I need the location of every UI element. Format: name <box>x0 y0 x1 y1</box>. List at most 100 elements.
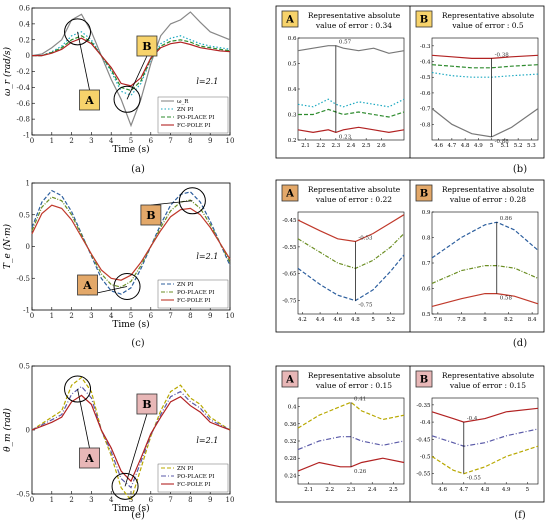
marker-bottom-label: -0.55 <box>467 476 482 482</box>
x-tick-label: 4.8 <box>481 487 490 493</box>
callout-box <box>281 184 299 202</box>
x-tick-label: 5.1 <box>501 143 510 149</box>
y-tick-label: -0.2 <box>17 68 31 76</box>
zoom-subtitle: value of error : 0.5 <box>451 21 524 30</box>
x-tick-label: 9 <box>208 312 212 320</box>
y-tick-label: -0.6 <box>420 91 431 97</box>
legend-entry: ω_R <box>177 99 189 105</box>
zoom-subtitle: value of error : 0.34 <box>315 21 392 30</box>
y-tick-label: -0.75 <box>282 299 297 305</box>
y-tick-label: 0.9 <box>422 210 431 216</box>
zoom-series-2 <box>298 108 405 118</box>
series-line-0 <box>31 189 231 295</box>
callout-box <box>415 370 433 388</box>
y-tick-label: 0.5 <box>422 312 431 318</box>
x-tick-label: 5 <box>129 312 133 320</box>
y-tick-label: 0.5 <box>19 211 30 219</box>
x-tick-label: 1 <box>50 496 54 504</box>
x-tick-label: 5.3 <box>527 143 536 149</box>
parameter-annotation: l=2.1 <box>196 436 218 445</box>
x-tick-label: 7 <box>168 312 172 320</box>
marker-bottom-label: -0.88 <box>495 139 510 145</box>
zoom-series-0 <box>431 54 539 60</box>
zoom-series-2 <box>431 71 539 78</box>
x-tick-label: 4.2 <box>298 317 307 323</box>
x-tick-label: 4 <box>109 137 114 145</box>
x-tick-label: 3 <box>89 496 93 504</box>
x-tick-label: 4.6 <box>333 317 342 323</box>
x-tick-label: 2 <box>69 496 73 504</box>
x-tick-label: 2.5 <box>362 143 371 149</box>
legend-entry: FC-POLE PI <box>177 298 210 304</box>
zoom-subtitle: value of error : 0.22 <box>315 195 392 204</box>
zoom-subtitle: value of error : 0.28 <box>449 195 526 204</box>
callout-letter: A <box>82 279 92 292</box>
zoom-series-0 <box>297 401 405 429</box>
marker-top-label: 0.57 <box>339 40 352 46</box>
x-tick-label: 0 <box>30 312 34 320</box>
x-tick-label: 0 <box>30 496 34 504</box>
x-tick-label: 4.9 <box>474 143 483 149</box>
y-tick-label: -0.45 <box>416 437 431 443</box>
y-tick-label: -0.8 <box>17 116 31 124</box>
zoom-title: Representative absolute <box>442 185 535 194</box>
y-tick-label: 0.7 <box>422 261 431 267</box>
panel-label: (b) <box>513 164 527 175</box>
marker-top-label: -0.38 <box>495 52 510 58</box>
y-tick-label: -0.55 <box>282 245 297 251</box>
zoom-subtitle: value of error : 0.15 <box>315 381 392 390</box>
x-tick-label: 2 <box>69 137 73 145</box>
legend-entry: ZN PI <box>177 282 193 288</box>
x-tick-label: 9 <box>208 496 212 504</box>
callout-letter: B <box>420 15 428 26</box>
x-tick-label: 10 <box>226 137 235 145</box>
legend-box <box>157 279 229 309</box>
x-tick-label: 7.8 <box>457 317 466 323</box>
callout-arrow <box>77 31 90 91</box>
parameter-annotation: l=2.1 <box>196 252 218 261</box>
callout-letter: B <box>142 40 151 53</box>
series-line-2 <box>31 394 231 483</box>
x-tick-label: 2.2 <box>325 487 334 493</box>
y-tick-label: -0.5 <box>420 75 431 81</box>
x-tick-label: 8 <box>188 137 192 145</box>
zoom-series-2 <box>431 445 539 475</box>
callout-letter: B <box>420 375 428 386</box>
zoom-series-2 <box>431 293 539 307</box>
callout-letter: A <box>285 15 294 26</box>
y-tick-label: -0.5 <box>17 275 31 283</box>
parameter-annotation: l=2.1 <box>196 77 218 86</box>
callout-box <box>281 370 299 388</box>
y-tick-label: 1 <box>26 180 30 188</box>
legend-box <box>157 463 229 493</box>
x-tick-label: 2.1 <box>301 143 310 149</box>
x-tick-label: 5 <box>129 496 133 504</box>
x-tick-label: 7 <box>168 496 172 504</box>
series-line-3 <box>32 37 231 87</box>
x-tick-label: 3 <box>89 312 93 320</box>
x-tick-label: 2.1 <box>304 487 313 493</box>
y-tick-label: 0 <box>26 243 30 251</box>
y-tick-label: -0.65 <box>282 272 297 278</box>
x-tick-label: 7 <box>168 137 172 145</box>
panel-label: (c) <box>131 338 145 349</box>
callout-letter: B <box>142 398 151 411</box>
chart-c: 0 1 2 3 4 5 6 7 8 9 10 1 0.5 0 -0.5 -1 Time (s) T_e (N·m)… <box>2 180 234 350</box>
zoom-series-1 <box>431 64 539 69</box>
zoom-circle <box>111 472 139 500</box>
x-tick-label: 8 <box>188 496 192 504</box>
y-axis-label: θ_m (rad) <box>2 408 13 452</box>
x-tick-label: 8 <box>483 317 487 323</box>
y-tick-label: 0.8 <box>422 236 431 242</box>
x-tick-label: 5.2 <box>514 143 523 149</box>
zoom-series-0 <box>431 221 539 259</box>
y-axis-label: T_e (N·m) <box>2 224 13 269</box>
y-tick-label: -0.45 <box>282 218 297 224</box>
callout-arrow <box>124 413 148 487</box>
zoom-circle <box>178 187 206 215</box>
